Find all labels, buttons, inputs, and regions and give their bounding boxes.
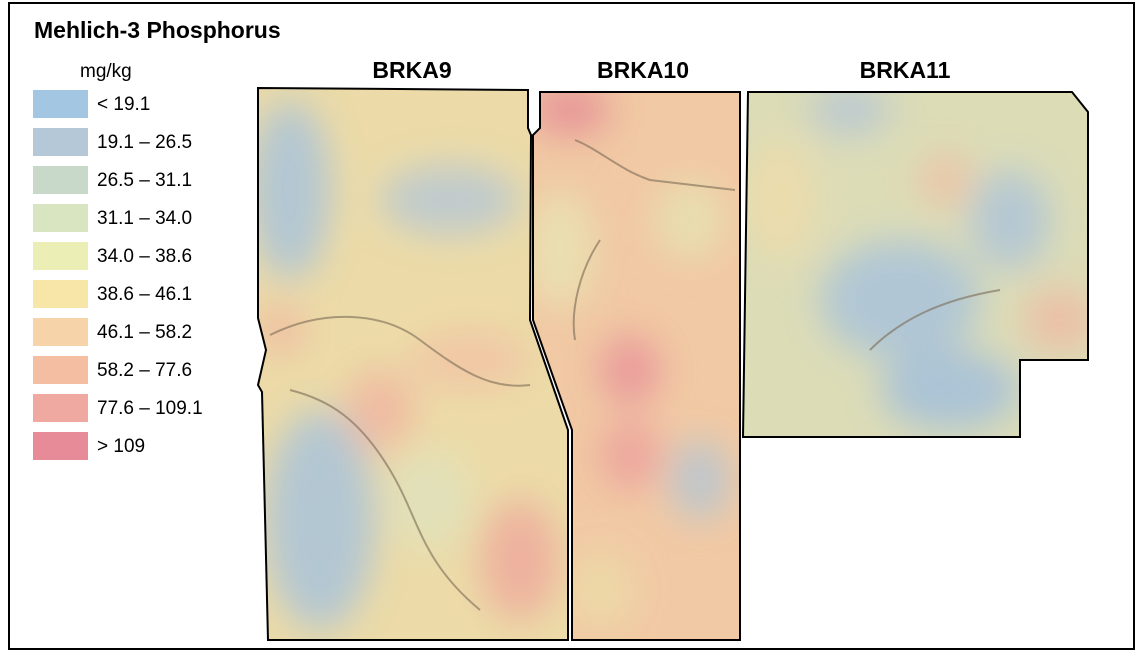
legend-unit: mg/kg — [80, 61, 132, 82]
legend-swatch — [33, 318, 88, 346]
legend-swatch — [33, 204, 88, 232]
legend-swatch — [33, 432, 88, 460]
field-label: BRKA9 — [372, 57, 451, 83]
field-label: BRKA11 — [860, 57, 951, 83]
legend-label: 77.6 – 109.1 — [97, 398, 203, 419]
legend-label: 38.6 – 46.1 — [97, 284, 192, 305]
legend-label: < 19.1 — [97, 94, 150, 115]
legend-label: 34.0 – 38.6 — [97, 246, 192, 267]
legend-swatch — [33, 394, 88, 422]
legend-label: 31.1 – 34.0 — [97, 208, 192, 229]
map-title: Mehlich-3 Phosphorus — [34, 17, 281, 43]
legend-label: > 109 — [97, 436, 145, 457]
legend-label: 19.1 – 26.5 — [97, 132, 192, 153]
legend-swatch — [33, 356, 88, 384]
legend-label: 26.5 – 31.1 — [97, 170, 192, 191]
legend-swatch — [33, 280, 88, 308]
legend-swatch — [33, 128, 88, 156]
field-label: BRKA10 — [597, 57, 689, 83]
legend-label: 58.2 – 77.6 — [97, 360, 192, 381]
legend-swatch — [33, 242, 88, 270]
legend-swatch — [33, 166, 88, 194]
legend-label: 46.1 – 58.2 — [97, 322, 192, 343]
map: Mehlich-3 Phosphorus mg/kg < 19.1 19.1 – … — [0, 0, 1137, 652]
legend-swatch — [33, 90, 88, 118]
